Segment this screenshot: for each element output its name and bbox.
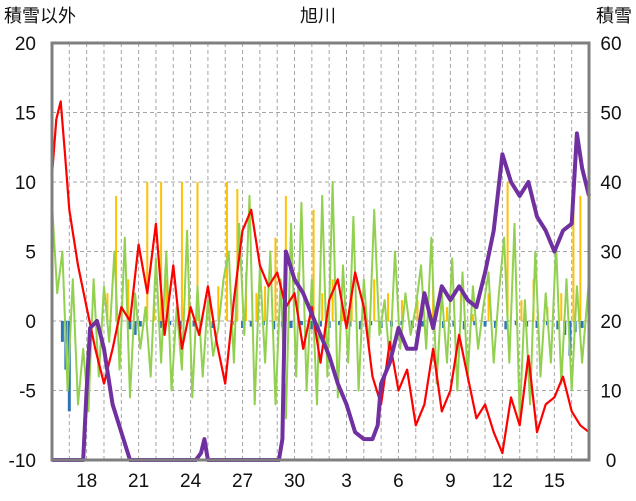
precip-bar	[338, 321, 342, 326]
y-right-tick-label: 60	[600, 34, 621, 55]
precip-bar	[310, 321, 314, 330]
precip-bar	[241, 321, 245, 328]
y-left-tick-label: 10	[15, 173, 36, 194]
y-right-tick-label: 20	[600, 312, 621, 333]
x-tick-labels: 18 21 24 27 30 3 6 9 12 15	[76, 471, 565, 492]
precip-bar	[535, 321, 539, 328]
y-right-tick-labels: 60 50 40 30 20 10 0	[600, 34, 621, 472]
precip-bar	[138, 321, 142, 327]
y-left-tick-labels: 20 15 10 5 0 -5 -10	[9, 34, 36, 472]
y-left-tick-label: -10	[9, 451, 36, 472]
precip-bar	[192, 321, 196, 327]
chart-title: 旭川	[300, 6, 336, 26]
precip-bar	[289, 321, 293, 328]
precip-bar	[421, 321, 425, 327]
y-right-tick-label: 0	[606, 451, 617, 472]
precip-bar	[358, 321, 362, 330]
series-layer	[50, 100, 591, 462]
y-right-tick-label: 50	[600, 104, 621, 125]
temperature-line	[50, 100, 590, 455]
x-tick-label: 3	[341, 471, 352, 492]
precip-bar	[133, 321, 137, 335]
precip-bar	[128, 321, 132, 330]
y-right-tick-label: 40	[600, 173, 621, 194]
dew-line	[51, 181, 590, 420]
precip-bar	[60, 321, 64, 342]
y-left-tick-label: 15	[15, 104, 36, 125]
precip-bar	[580, 321, 584, 328]
precip-bar	[159, 321, 163, 328]
y-left-tick-label: 20	[15, 34, 36, 55]
x-tick-label: 24	[180, 471, 202, 492]
precip-bar	[483, 321, 487, 327]
precip-bar	[473, 321, 477, 326]
precip-bar	[493, 321, 497, 328]
x-tick-label: 15	[544, 471, 565, 492]
y-right-tick-label: 30	[600, 243, 621, 264]
plot-frame	[50, 41, 591, 462]
x-tick-label: 12	[492, 471, 513, 492]
precip-bar	[319, 321, 322, 327]
y-right-tick-label: 10	[600, 382, 621, 403]
y-left-tick-label: -5	[19, 382, 36, 403]
precip-bar	[504, 321, 508, 330]
y-left-tick-label: 0	[25, 312, 36, 333]
x-tick-label: 21	[128, 471, 149, 492]
y-right-axis-label: 積雪	[596, 6, 632, 26]
precip-bar	[249, 321, 253, 327]
precip-bar	[556, 321, 560, 330]
x-tick-label: 9	[445, 471, 456, 492]
x-tick-label: 30	[284, 471, 305, 492]
y-left-tick-label: 5	[25, 243, 36, 264]
x-tick-label: 18	[76, 471, 97, 492]
x-tick-label: 27	[232, 471, 253, 492]
y-left-axis-label: 積雪以外	[4, 6, 76, 26]
precip-bar	[299, 321, 303, 326]
x-tick-label: 6	[393, 471, 404, 492]
